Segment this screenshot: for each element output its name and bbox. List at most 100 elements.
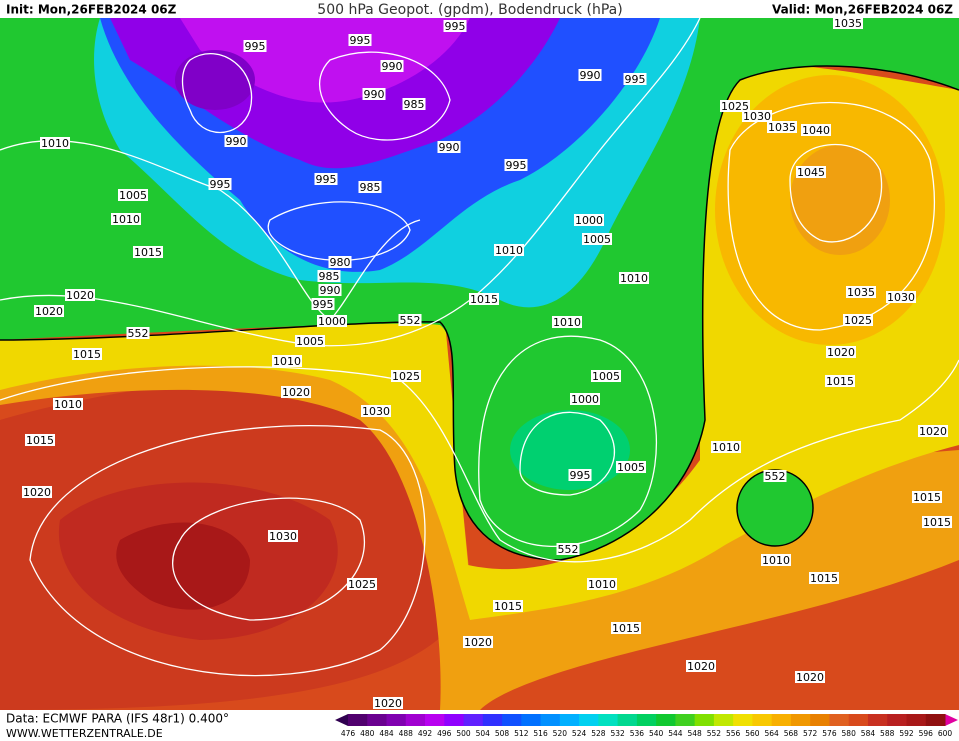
isobar-label-bg bbox=[272, 355, 302, 367]
isobar-label: 1015 bbox=[26, 434, 54, 447]
isobar bbox=[727, 101, 935, 331]
colorbar-bin bbox=[579, 714, 599, 726]
isobar-label: 552 bbox=[558, 543, 579, 556]
isobar bbox=[0, 17, 701, 347]
isobar-label: 1010 bbox=[762, 554, 790, 567]
isobar-label-bg bbox=[34, 305, 64, 317]
isobar bbox=[181, 53, 253, 133]
colorbar-bin bbox=[887, 714, 907, 726]
isobar-label-bg bbox=[437, 141, 461, 153]
isobar-label: 1010 bbox=[41, 137, 69, 150]
colorbar-bin bbox=[733, 714, 753, 726]
isobar-label-bg bbox=[53, 398, 83, 410]
colorbar-bin bbox=[502, 714, 522, 726]
colorbar-bin bbox=[810, 714, 830, 726]
isobar-label: 552 bbox=[765, 470, 786, 483]
header-strip bbox=[0, 0, 959, 18]
isobar-label-bg bbox=[616, 461, 646, 473]
isobar-label-bg bbox=[922, 516, 952, 528]
colorbar-label: 484 bbox=[379, 729, 394, 738]
isobar-label-bg bbox=[311, 298, 335, 310]
isobar-label: 1005 bbox=[119, 189, 147, 202]
valid-time: Valid: Mon,26FEB2024 06Z bbox=[772, 3, 953, 17]
colorbar-bin bbox=[463, 714, 484, 726]
colorbar-label: 568 bbox=[784, 729, 799, 738]
isobar-label: 1015 bbox=[494, 600, 522, 613]
isobar-label-bg bbox=[402, 98, 426, 110]
isobar-label: 985 bbox=[319, 270, 340, 283]
isobar-label: 1025 bbox=[348, 578, 376, 591]
isobar-label-bg bbox=[40, 137, 70, 149]
colorbar-label: 544 bbox=[668, 729, 683, 738]
isobar-label: 1015 bbox=[73, 348, 101, 361]
colorbar: 476 480 484 488 492 496 500 504 508 512 516 520 524 5… bbox=[335, 714, 958, 738]
isobar-label-bg bbox=[391, 370, 421, 382]
isobar-label-bg bbox=[611, 622, 641, 634]
isobar-label: 1025 bbox=[392, 370, 420, 383]
init-time: Init: Mon,26FEB2024 06Z bbox=[6, 3, 177, 17]
isobar-label-bg bbox=[801, 124, 831, 136]
isobar bbox=[519, 411, 616, 496]
isobar-label: 990 bbox=[580, 69, 601, 82]
isobar-label-bg bbox=[398, 314, 422, 326]
colorbar-label: 572 bbox=[803, 729, 818, 738]
colorbar-bin bbox=[771, 714, 792, 726]
isobar-label-bg bbox=[373, 697, 403, 709]
field-588 bbox=[116, 522, 250, 610]
isobar-label: 1010 bbox=[620, 272, 648, 285]
isobar bbox=[29, 425, 426, 677]
isobar-label: 1015 bbox=[470, 293, 498, 306]
isobar-label-bg bbox=[591, 370, 621, 382]
isobar-label: 995 bbox=[445, 20, 466, 33]
isobar-label: 1045 bbox=[797, 166, 825, 179]
isobar-label: 1020 bbox=[827, 346, 855, 359]
isobar-label-bg bbox=[742, 110, 772, 122]
isobar bbox=[0, 140, 421, 321]
colorbar-bin bbox=[386, 714, 407, 726]
colorbar-bin bbox=[521, 714, 542, 726]
isobar-label: 1005 bbox=[617, 461, 645, 474]
isobar-label: 990 bbox=[226, 135, 247, 148]
isobar-label-bg bbox=[846, 286, 876, 298]
isobar-label-bg bbox=[22, 486, 52, 498]
isobar-label: 1030 bbox=[743, 110, 771, 123]
isobar-label: 1010 bbox=[112, 213, 140, 226]
isobar-label: 1000 bbox=[571, 393, 599, 406]
colorbar-bin bbox=[425, 714, 445, 726]
isobar-label: 1020 bbox=[464, 636, 492, 649]
isobar-label-bg bbox=[912, 491, 942, 503]
colorbar-bin bbox=[559, 714, 580, 726]
isobar-label: 1020 bbox=[687, 660, 715, 673]
isobar-label-bg bbox=[361, 405, 391, 417]
colorbar-bin bbox=[598, 714, 619, 726]
map-title: 500 hPa Geopot. (gpdm), Bodendruck (hPa) bbox=[317, 2, 622, 18]
colorbar-bin bbox=[367, 714, 388, 726]
isobar-label: 1015 bbox=[134, 246, 162, 259]
isobar-label: 1010 bbox=[54, 398, 82, 411]
colorbar-bin bbox=[405, 714, 426, 726]
isobar-label: 1000 bbox=[575, 214, 603, 227]
isobar-label: 995 bbox=[210, 178, 231, 191]
colorbar-label: 552 bbox=[707, 729, 722, 738]
colorbar-label: 540 bbox=[649, 729, 664, 738]
isobar-label-bg bbox=[578, 69, 602, 81]
colorbar-label: 476 bbox=[341, 729, 356, 738]
isobar-label-bg bbox=[763, 470, 787, 482]
colorbar-label: 584 bbox=[861, 729, 876, 738]
isobar-label-bg bbox=[886, 291, 916, 303]
isobar-label-bg bbox=[619, 272, 649, 284]
isobar-label-bg bbox=[711, 441, 741, 453]
isobar-label-bg bbox=[833, 17, 863, 29]
colorbar-label: 512 bbox=[514, 729, 529, 738]
isobars bbox=[0, 17, 959, 677]
isobar-label-bg bbox=[380, 60, 404, 72]
colorbar-label: 592 bbox=[899, 729, 914, 738]
isobar-label-bg bbox=[328, 256, 352, 268]
isobar-label-bg bbox=[224, 135, 248, 147]
isobar-label-bg bbox=[317, 315, 347, 327]
isobar-label: 990 bbox=[364, 88, 385, 101]
isobar-label-bg bbox=[25, 434, 55, 446]
